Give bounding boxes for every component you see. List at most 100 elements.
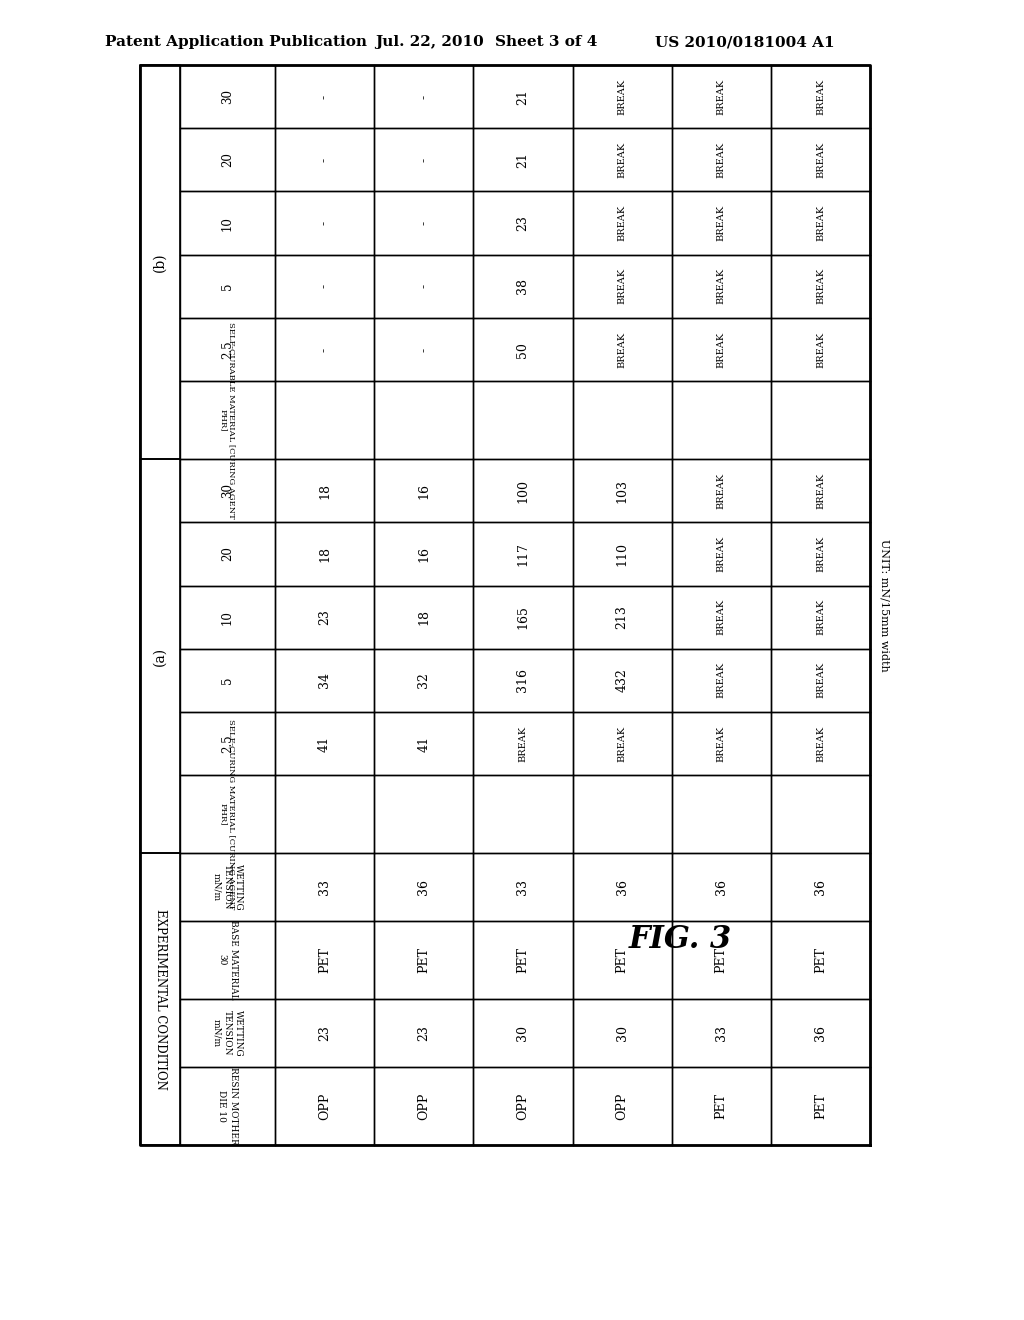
Text: 100: 100 <box>516 479 529 503</box>
Text: PET: PET <box>715 1093 728 1119</box>
Text: 23: 23 <box>318 1026 331 1041</box>
Text: PET: PET <box>318 948 331 973</box>
Text: 10: 10 <box>221 215 234 231</box>
Text: 30: 30 <box>221 483 234 498</box>
Text: OPP: OPP <box>516 1093 529 1119</box>
Text: BREAK: BREAK <box>816 79 825 115</box>
Text: 103: 103 <box>615 479 629 503</box>
Text: BREAK: BREAK <box>717 473 726 508</box>
Text: OPP: OPP <box>318 1093 331 1119</box>
Text: WETTING
TENSION
mN/m: WETTING TENSION mN/m <box>212 863 243 911</box>
Text: 20: 20 <box>221 546 234 561</box>
Text: 5: 5 <box>221 677 234 684</box>
Text: 30: 30 <box>221 90 234 104</box>
Text: UNIT: mN/15mm width: UNIT: mN/15mm width <box>880 539 890 672</box>
Text: 16: 16 <box>417 546 430 562</box>
Text: FIG. 3: FIG. 3 <box>629 924 731 956</box>
Text: Jul. 22, 2010: Jul. 22, 2010 <box>375 36 483 49</box>
Text: BREAK: BREAK <box>617 726 627 762</box>
Text: -: - <box>417 220 430 226</box>
Text: BREAK: BREAK <box>717 726 726 762</box>
Text: PET: PET <box>615 948 629 973</box>
Text: Patent Application Publication: Patent Application Publication <box>105 36 367 49</box>
Text: SELF-CURABLE MATERIAL [CURING AGENT
PHR]: SELF-CURABLE MATERIAL [CURING AGENT PHR] <box>219 322 237 519</box>
Text: BREAK: BREAK <box>816 663 825 698</box>
Text: 38: 38 <box>516 279 529 294</box>
Text: 50: 50 <box>516 342 529 358</box>
Text: 41: 41 <box>318 735 331 751</box>
Text: 33: 33 <box>318 879 331 895</box>
Text: PET: PET <box>814 948 827 973</box>
Text: (a): (a) <box>153 647 167 665</box>
Text: -: - <box>417 284 430 288</box>
Text: 16: 16 <box>417 483 430 499</box>
Text: 5: 5 <box>221 282 234 290</box>
Text: PET: PET <box>516 948 529 973</box>
Text: 23: 23 <box>417 1026 430 1041</box>
Text: BREAK: BREAK <box>717 268 726 305</box>
Text: BREAK: BREAK <box>717 79 726 115</box>
Text: 36: 36 <box>814 879 827 895</box>
Text: BREAK: BREAK <box>816 141 825 178</box>
Text: 316: 316 <box>516 668 529 693</box>
Text: 21: 21 <box>516 88 529 104</box>
Text: BREAK: BREAK <box>717 205 726 242</box>
Text: -: - <box>318 220 331 226</box>
Text: BREAK: BREAK <box>816 726 825 762</box>
Text: -: - <box>417 95 430 99</box>
Text: 117: 117 <box>516 543 529 566</box>
Text: 2.5: 2.5 <box>221 734 234 752</box>
Text: (b): (b) <box>153 252 167 272</box>
Text: BREAK: BREAK <box>617 331 627 368</box>
Text: -: - <box>318 158 331 162</box>
Text: 10: 10 <box>221 610 234 624</box>
Text: PET: PET <box>814 1093 827 1119</box>
Text: 18: 18 <box>318 546 331 562</box>
Text: -: - <box>318 284 331 288</box>
Text: 36: 36 <box>615 879 629 895</box>
Text: -: - <box>318 95 331 99</box>
Text: 213: 213 <box>615 606 629 630</box>
Text: BREAK: BREAK <box>816 599 825 635</box>
Text: 18: 18 <box>318 483 331 499</box>
Text: PET: PET <box>715 948 728 973</box>
Text: 36: 36 <box>417 879 430 895</box>
Text: -: - <box>417 347 430 351</box>
Text: 30: 30 <box>516 1026 529 1041</box>
Text: RESIN MOTHER
DIE 10: RESIN MOTHER DIE 10 <box>217 1067 238 1144</box>
Text: BREAK: BREAK <box>816 473 825 508</box>
Text: BREAK: BREAK <box>816 205 825 242</box>
Text: Sheet 3 of 4: Sheet 3 of 4 <box>495 36 597 49</box>
Text: BREAK: BREAK <box>617 141 627 178</box>
Text: BREAK: BREAK <box>717 599 726 635</box>
Text: 32: 32 <box>417 672 430 688</box>
Text: 21: 21 <box>516 152 529 168</box>
Text: BREAK: BREAK <box>816 268 825 305</box>
Text: 33: 33 <box>516 879 529 895</box>
Text: 36: 36 <box>715 879 728 895</box>
Text: US 2010/0181004 A1: US 2010/0181004 A1 <box>655 36 835 49</box>
Text: BREAK: BREAK <box>717 663 726 698</box>
Text: BREAK: BREAK <box>518 726 527 762</box>
Text: EXPERIMENTAL CONDITION: EXPERIMENTAL CONDITION <box>154 908 167 1089</box>
Text: 20: 20 <box>221 152 234 168</box>
Text: 18: 18 <box>417 609 430 626</box>
Text: BREAK: BREAK <box>617 79 627 115</box>
Text: -: - <box>318 347 331 351</box>
Text: WETTING
TENSION
mN/m: WETTING TENSION mN/m <box>212 1010 243 1056</box>
Text: SELF-CURING MATERIAL [CURING AGENT
PHR]: SELF-CURING MATERIAL [CURING AGENT PHR] <box>219 719 237 909</box>
Text: -: - <box>417 158 430 162</box>
Text: 23: 23 <box>318 610 331 626</box>
Text: PET: PET <box>417 948 430 973</box>
Text: 33: 33 <box>715 1026 728 1041</box>
Text: 165: 165 <box>516 606 529 630</box>
Text: BREAK: BREAK <box>617 205 627 242</box>
Text: 110: 110 <box>615 543 629 566</box>
Text: 36: 36 <box>814 1026 827 1041</box>
Text: 34: 34 <box>318 672 331 689</box>
Text: 23: 23 <box>516 215 529 231</box>
Text: 30: 30 <box>615 1026 629 1041</box>
Text: 2.5: 2.5 <box>221 341 234 359</box>
Text: BREAK: BREAK <box>717 536 726 572</box>
Text: BREAK: BREAK <box>816 331 825 368</box>
